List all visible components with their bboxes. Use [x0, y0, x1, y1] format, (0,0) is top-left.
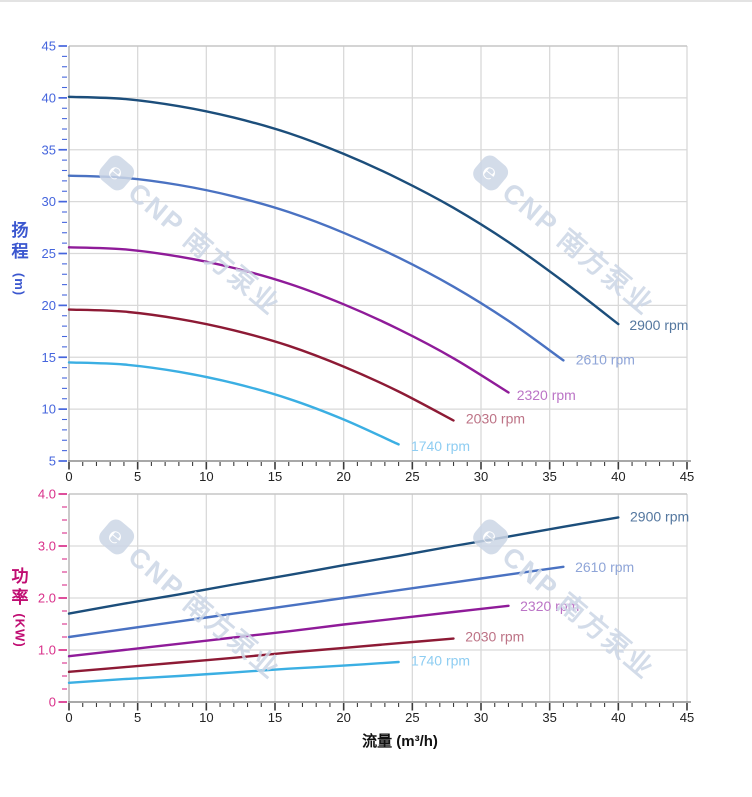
series-label-1740-rpm-head: 1740 rpm — [411, 438, 470, 454]
curve-2610-rpm-head — [67, 174, 565, 362]
power-x-tick-label: 0 — [65, 710, 72, 725]
curve-2030-rpm-head — [67, 308, 455, 422]
head-axis-title: 扬 程 (m) — [7, 220, 33, 297]
power-y-tick-label: 3.0 — [38, 539, 56, 554]
series-label-2030-rpm-power: 2030 rpm — [465, 628, 524, 644]
series-label-2320-rpm-head: 2320 rpm — [517, 387, 576, 403]
series-label-2030-rpm-head: 2030 rpm — [466, 410, 525, 426]
head-x-tick-label: 15 — [268, 469, 282, 484]
head-x-tick-label: 40 — [611, 469, 625, 484]
curve-1740-rpm-head — [67, 361, 400, 446]
power-axis-title: 功 率 (KW) — [7, 566, 33, 648]
head-axis-title-char: 扬 — [11, 221, 29, 240]
head-x-tick-label: 35 — [542, 469, 556, 484]
curve-2900-rpm-power — [67, 516, 620, 615]
power-x-tick-label: 45 — [680, 710, 694, 725]
series-label-2610-rpm-power: 2610 rpm — [575, 559, 634, 575]
power-y-tick-label: 0 — [49, 695, 56, 710]
power-axis-unit: (KW) — [12, 613, 28, 648]
head-y-tick-label: 30 — [42, 194, 56, 209]
head-x-tick-label: 30 — [474, 469, 488, 484]
power-axis-title-char: 率 — [11, 588, 29, 607]
head-x-tick-label: 5 — [134, 469, 141, 484]
power-x-tick-label: 20 — [336, 710, 350, 725]
head-x-tick-label: 10 — [199, 469, 213, 484]
series-label-1740-rpm-power: 1740 rpm — [411, 652, 470, 668]
head-y-tick-label: 15 — [42, 350, 56, 365]
page-top-divider — [0, 0, 752, 2]
head-grid — [69, 46, 688, 461]
flow-axis-title: 流量 (m³/h) — [362, 733, 438, 750]
head-x-ticks: 0 5 10 15 20 25 30 35 40 45 — [65, 462, 694, 484]
power-y-tick-label: 4.0 — [38, 487, 56, 502]
power-x-tick-label: 35 — [542, 710, 556, 725]
curve-2900-rpm-head — [67, 95, 620, 326]
curve-1740-rpm-power — [67, 660, 400, 684]
curve-2610-rpm-power — [67, 565, 565, 639]
series-label-2320-rpm-power: 2320 rpm — [520, 598, 579, 614]
head-x-tick-label: 20 — [336, 469, 350, 484]
head-axis-title-char: 程 — [11, 242, 29, 261]
head-axis-unit: (m) — [12, 272, 28, 297]
power-x-tick-label: 15 — [268, 710, 282, 725]
power-x-tick-label: 10 — [199, 710, 213, 725]
series-label-2900-rpm-head: 2900 rpm — [629, 317, 688, 333]
power-curves: 2900 rpm 2610 rpm 2320 rpm 2030 rpm 1740 rpm — [67, 508, 689, 684]
power-y-tick-label: 2.0 — [38, 591, 56, 606]
series-label-2900-rpm-power: 2900 rpm — [630, 508, 689, 524]
power-x-tick-label: 5 — [134, 710, 141, 725]
power-x-tick-label: 40 — [611, 710, 625, 725]
head-y-tick-label: 10 — [42, 402, 56, 417]
curve-2320-rpm-power — [67, 604, 510, 658]
curve-2030-rpm-power — [67, 637, 455, 674]
head-curves: 2900 rpm 2610 rpm 2320 rpm 2030 rpm 1740 rpm — [67, 95, 688, 454]
head-y-tick-label: 45 — [42, 39, 56, 54]
head-y-ticks: 45 40 35 30 25 20 15 10 5 — [42, 39, 67, 469]
head-y-tick-label: 25 — [42, 246, 56, 261]
head-y-tick-label: 20 — [42, 298, 56, 313]
head-y-tick-label: 35 — [42, 142, 56, 157]
head-y-tick-label: 5 — [49, 454, 56, 469]
head-x-tick-label: 25 — [405, 469, 419, 484]
head-x-tick-label: 45 — [680, 469, 694, 484]
head-x-tick-label: 0 — [65, 469, 72, 484]
power-axis-title-char: 功 — [11, 567, 29, 586]
power-y-tick-label: 1.0 — [38, 643, 56, 658]
series-label-2610-rpm-head: 2610 rpm — [576, 351, 635, 367]
power-y-ticks: 4.0 3.0 2.0 1.0 0 — [38, 487, 67, 710]
curve-2320-rpm-head — [67, 246, 510, 394]
power-x-tick-label: 25 — [405, 710, 419, 725]
power-x-ticks: 0 5 10 15 20 25 30 35 40 45 — [65, 703, 694, 725]
head-y-tick-label: 40 — [42, 90, 56, 105]
power-x-tick-label: 30 — [474, 710, 488, 725]
